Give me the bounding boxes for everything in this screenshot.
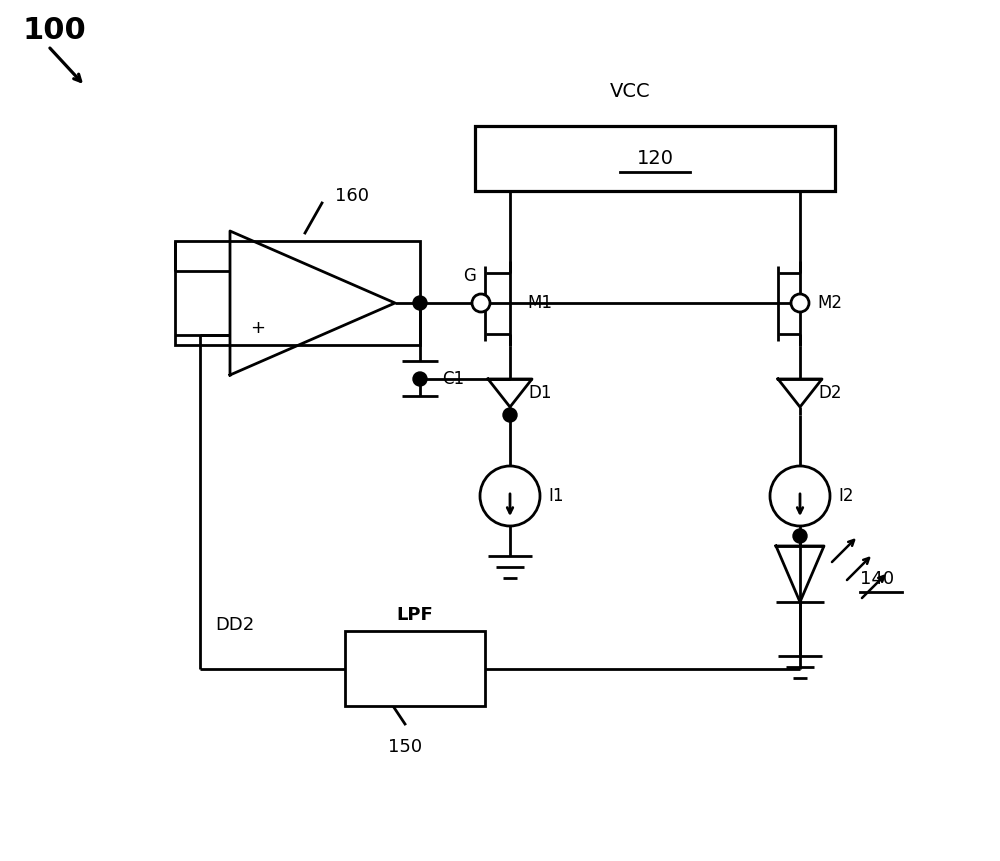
Text: 150: 150 bbox=[388, 738, 422, 756]
Text: M2: M2 bbox=[817, 294, 842, 313]
Bar bbox=[345, 631, 485, 706]
Text: D1: D1 bbox=[528, 384, 551, 402]
Text: 120: 120 bbox=[637, 149, 674, 168]
Text: 100: 100 bbox=[22, 16, 86, 45]
Text: 140: 140 bbox=[860, 570, 894, 588]
Text: I2: I2 bbox=[838, 487, 854, 505]
Text: VCC: VCC bbox=[610, 82, 650, 101]
Circle shape bbox=[503, 408, 517, 422]
Text: 160: 160 bbox=[335, 187, 369, 205]
Circle shape bbox=[793, 529, 807, 543]
Text: D2: D2 bbox=[818, 384, 842, 402]
Bar bbox=[475, 126, 835, 191]
Text: M1: M1 bbox=[527, 294, 552, 313]
Text: C1: C1 bbox=[442, 369, 464, 387]
Text: LPF: LPF bbox=[397, 606, 433, 624]
Text: I1: I1 bbox=[548, 487, 564, 505]
Text: DD2: DD2 bbox=[215, 616, 254, 634]
Circle shape bbox=[413, 372, 427, 386]
Text: +: + bbox=[250, 319, 266, 337]
Circle shape bbox=[791, 294, 809, 312]
Text: G: G bbox=[464, 267, 476, 285]
Circle shape bbox=[413, 296, 427, 310]
Circle shape bbox=[472, 294, 490, 312]
Bar bbox=[175, 240, 420, 345]
